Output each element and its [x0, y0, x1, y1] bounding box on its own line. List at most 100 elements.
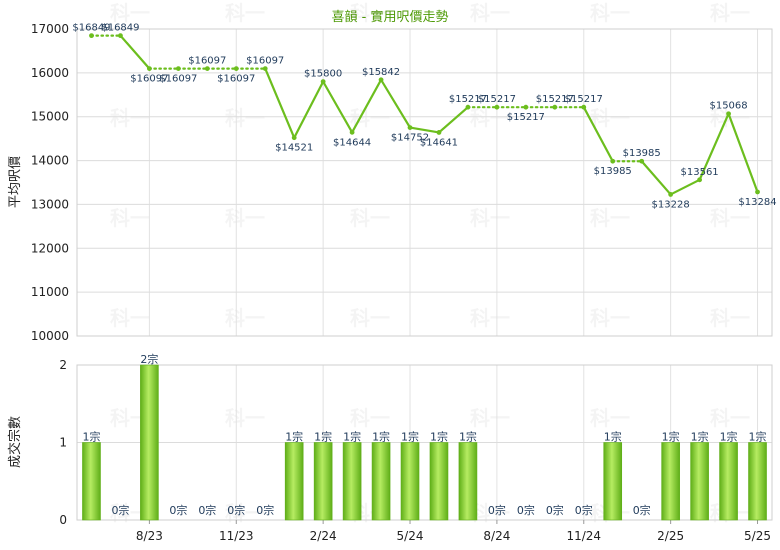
volume-bar	[342, 442, 362, 521]
watermark-text: 科一	[350, 206, 390, 230]
price-point	[697, 177, 703, 183]
watermark-text: 科一	[110, 306, 150, 330]
price-point-label: $14521	[275, 143, 313, 154]
price-point-label: $16097	[130, 74, 168, 85]
watermark-text: 科一	[470, 206, 510, 230]
price-point	[552, 104, 558, 110]
volume-bar	[719, 442, 738, 521]
volume-bar-label: 0宗	[256, 503, 274, 517]
price-point	[349, 129, 355, 135]
watermark-text: 科一	[590, 206, 630, 230]
price-line-segment	[119, 34, 151, 70]
volume-bar	[603, 442, 623, 521]
price-point	[262, 66, 268, 72]
price-point	[233, 66, 239, 72]
price-point	[204, 66, 210, 72]
volume-bar-label: 1宗	[82, 430, 100, 444]
volume-bar-label: 1宗	[720, 430, 738, 444]
volume-bar	[284, 442, 304, 521]
volume-bar	[371, 442, 391, 521]
volume-bar	[458, 442, 478, 521]
watermark-text: 科一	[470, 406, 510, 430]
volume-bar-label: 0宗	[517, 503, 535, 517]
watermark-text: 科一	[225, 106, 265, 130]
price-point-label: $15217	[565, 94, 603, 105]
volume-bar-label: 0宗	[546, 503, 564, 517]
price-point	[610, 158, 616, 164]
watermark-text: 科一	[470, 306, 510, 330]
price-line-segment	[437, 106, 470, 134]
volume-bar	[429, 442, 449, 521]
price-line-segment	[727, 112, 759, 194]
volume-y-tick-label: 2	[59, 358, 67, 372]
price-plot-frame	[76, 28, 773, 337]
watermark-text: 科一	[225, 406, 265, 430]
price-line-segment	[293, 80, 325, 139]
watermark-text: 科一	[225, 1, 265, 25]
watermark-text: 科一	[710, 406, 750, 430]
price-point	[407, 125, 413, 130]
x-tick-label: 2/24	[310, 529, 337, 543]
price-point	[523, 104, 529, 110]
price-point-label: $16849	[72, 23, 110, 34]
volume-bar-label: 0宗	[227, 503, 245, 517]
volume-bar	[748, 442, 767, 521]
watermark-text: 科一	[710, 306, 750, 330]
price-point-label: $15217	[507, 112, 545, 123]
watermark-text: 科一	[710, 206, 750, 230]
price-point-label: $15800	[304, 69, 342, 80]
price-line-segment	[669, 178, 701, 196]
price-point-label: $13228	[652, 199, 690, 210]
price-point-label: $15068	[709, 101, 747, 112]
volume-bar	[313, 442, 333, 521]
price-point	[175, 66, 181, 72]
volume-bar-label: 1宗	[343, 430, 361, 444]
volume-bar-label: 1宗	[604, 430, 622, 444]
price-y-tick-label: 10000	[31, 329, 69, 343]
watermark-text: 科一	[470, 106, 510, 130]
volume-bar	[400, 442, 420, 521]
price-point	[320, 79, 326, 85]
price-y-tick-label: 12000	[31, 241, 69, 255]
watermark-text: 科一	[225, 306, 265, 330]
volume-bar	[661, 442, 680, 521]
volume-bar	[690, 442, 709, 521]
price-point	[494, 104, 500, 110]
watermark-text: 科一	[590, 306, 630, 330]
price-point-label: $13561	[681, 167, 719, 178]
watermark-text: 科一	[110, 1, 150, 25]
volume-bar-label: 1宗	[314, 430, 332, 444]
price-point-label: $14752	[391, 133, 429, 144]
price-line-segment	[322, 80, 354, 134]
price-line-segment	[408, 126, 441, 134]
price-line-segment	[264, 67, 296, 139]
watermark-text: 科一	[590, 106, 630, 130]
price-point-label: $16097	[188, 56, 226, 67]
watermark-text: 科一	[350, 1, 390, 25]
price-line-segment	[379, 78, 412, 129]
x-tick-label: 5/24	[397, 529, 424, 543]
volume-bar	[82, 442, 101, 521]
volume-bar-label: 1宗	[285, 430, 303, 444]
price-point-label: $15217	[449, 94, 487, 105]
price-point-label: $16097	[159, 74, 197, 85]
watermark-text: 科一	[470, 1, 510, 25]
price-y-tick-label: 13000	[31, 197, 69, 211]
volume-bar-label: 1宗	[401, 430, 419, 444]
price-point	[465, 104, 471, 110]
x-tick-label: 2/25	[657, 529, 684, 543]
price-point-label: $15842	[362, 67, 400, 78]
volume-bar-label: 1宗	[430, 430, 448, 444]
price-point-label: $13985	[594, 166, 632, 177]
price-point	[639, 158, 645, 164]
price-y-axis-label: 平均呎價	[8, 156, 23, 208]
price-point-label: $16097	[246, 56, 284, 67]
volume-bar	[140, 364, 159, 521]
watermark-text: 科一	[590, 1, 630, 25]
volume-bar-label: 0宗	[575, 503, 593, 517]
price-line-segment	[640, 160, 672, 196]
volume-bar-label: 0宗	[169, 503, 187, 517]
price-point	[668, 192, 674, 197]
